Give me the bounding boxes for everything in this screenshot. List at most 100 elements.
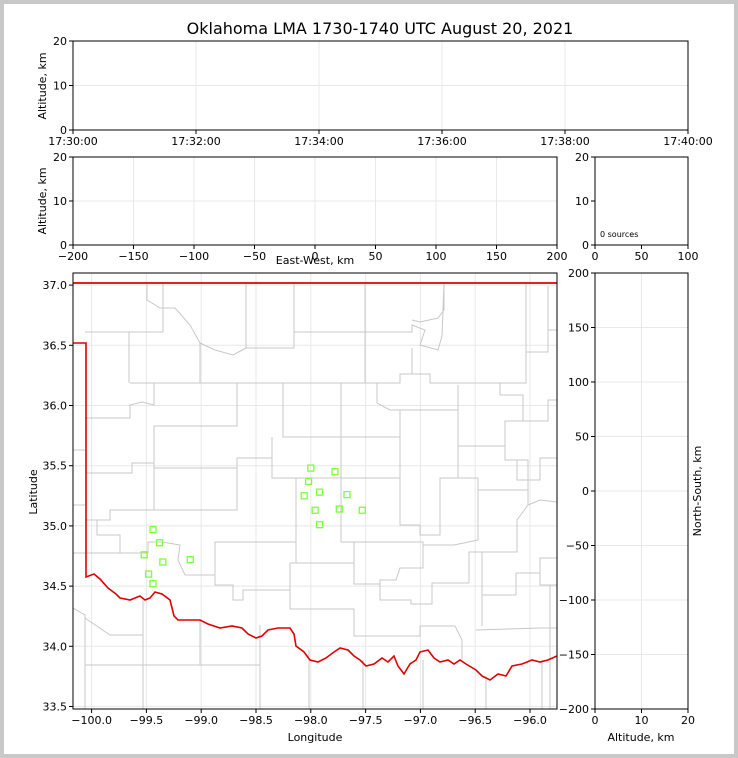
altitude-ns-panel: 0 10 20 −200 −150 −100 −50 0 50 100 150 200 North-S… [559, 267, 704, 744]
county-line [475, 627, 557, 631]
x-tick-label: 17:32:00 [171, 135, 220, 148]
source-point [155, 539, 164, 547]
x-tick-label: 17:38:00 [540, 135, 589, 148]
county-line [376, 383, 459, 411]
x-tick-label: −50 [243, 250, 266, 263]
source-point [335, 505, 343, 513]
x-tick-label: 17:30:00 [48, 135, 97, 148]
x-tick-label: 0 [312, 250, 319, 263]
source-point [159, 558, 167, 566]
y-tick-label: 20 [53, 151, 67, 164]
source-points [140, 464, 366, 588]
plan-view-panel: −100.0 −99.5 −99.0 −98.5 −98.0 −97.5 −97.0 −96.… [27, 272, 558, 744]
y-tick-label: 0 [582, 239, 589, 252]
x-tick-label: −99.0 [184, 714, 218, 727]
ew-altitude-xlabel: East-West, km [276, 254, 354, 267]
source-point [315, 521, 324, 529]
county-line [340, 436, 401, 563]
county-line [85, 383, 238, 474]
ew-altitude-panel: −200 −150 −100 −50 0 50 100 150 200 0 10 20 Altitud… [36, 151, 568, 267]
county-line [85, 383, 155, 419]
y-tick-label: 33.5 [43, 701, 68, 714]
y-tick-label: −200 [559, 703, 589, 716]
y-tick-label: 34.0 [43, 640, 68, 653]
county-line [411, 283, 445, 323]
y-tick-label: 20 [53, 35, 67, 48]
county-line [146, 283, 201, 383]
county-line [420, 625, 463, 660]
figure-title: Oklahoma LMA 1730-1740 UTC August 20, 20… [187, 19, 574, 38]
ew-altitude-ylabel: Altitude, km [36, 167, 49, 234]
source-point [144, 570, 153, 578]
county-line [84, 617, 143, 636]
x-tick-label: 200 [547, 250, 568, 263]
x-tick-label: −98.0 [294, 714, 328, 727]
source-point [315, 488, 324, 496]
y-tick-label: 200 [568, 267, 589, 280]
source-point [343, 490, 351, 499]
x-tick-label: 50 [635, 250, 649, 263]
source-point [311, 506, 319, 514]
county-line [539, 573, 557, 586]
county-line [440, 459, 529, 491]
plan-view-ylabel: Latitude [27, 469, 40, 515]
county-line [271, 437, 297, 542]
source-point [149, 580, 157, 588]
source-point [300, 492, 308, 500]
x-tick-label: −96.0 [513, 714, 547, 727]
y-tick-label: 0 [582, 485, 589, 498]
oklahoma-state-border [73, 282, 557, 681]
y-tick-label: 50 [575, 431, 589, 444]
time-altitude-panel: 17:30:00 17:32:00 17:34:00 17:36:00 17:38:00… [36, 35, 713, 148]
y-tick-label: 10 [53, 80, 67, 93]
time-altitude-ylabel: Altitude, km [36, 52, 49, 119]
source-point [331, 468, 339, 476]
altitude-ns-ylabel: North-South, km [691, 446, 704, 537]
x-tick-label: 0 [592, 714, 599, 727]
x-tick-label: 0 [592, 250, 599, 263]
county-line [504, 446, 557, 481]
x-tick-label: 17:34:00 [294, 135, 343, 148]
y-tick-label: 10 [53, 195, 67, 208]
y-tick-label: 35.0 [43, 520, 68, 533]
county-line [296, 437, 342, 479]
x-tick-label: −98.5 [239, 714, 273, 727]
county-line [457, 383, 524, 447]
county-line [527, 499, 557, 506]
county-boundaries [73, 282, 557, 709]
source-point [307, 464, 315, 472]
county-line [245, 283, 295, 349]
x-tick-label: 150 [486, 250, 507, 263]
x-tick-label: 17:40:00 [663, 135, 712, 148]
county-line [199, 342, 247, 356]
county-line [289, 563, 421, 637]
x-tick-label: −150 [118, 250, 148, 263]
county-line [85, 520, 121, 554]
x-tick-label: 100 [678, 250, 699, 263]
y-tick-label: 0 [60, 239, 67, 252]
source-point [304, 477, 313, 486]
x-tick-label: −100 [179, 250, 209, 263]
y-tick-label: 34.5 [43, 580, 68, 593]
x-tick-label: −97.5 [349, 714, 383, 727]
source-count-annotation: 0 sources [600, 230, 638, 239]
source-point [186, 555, 194, 564]
x-tick-label: −97.0 [404, 714, 438, 727]
county-line [130, 352, 527, 384]
x-tick-label: −96.5 [458, 714, 492, 727]
histogram-panel: 0 50 100 0 10 20 0 sources [575, 151, 699, 263]
county-line [214, 542, 290, 601]
source-point [140, 551, 148, 559]
x-tick-label: −100.0 [71, 714, 112, 727]
plan-view-xlabel: Longitude [288, 731, 343, 744]
altitude-ns-xlabel: Altitude, km [607, 731, 674, 744]
x-tick-label: 17:36:00 [417, 135, 466, 148]
y-tick-label: −100 [559, 594, 589, 607]
county-line [364, 282, 445, 351]
y-tick-label: 35.5 [43, 460, 68, 473]
y-tick-label: −50 [566, 540, 589, 553]
x-tick-label: 10 [635, 714, 649, 727]
x-tick-label: 100 [426, 250, 447, 263]
